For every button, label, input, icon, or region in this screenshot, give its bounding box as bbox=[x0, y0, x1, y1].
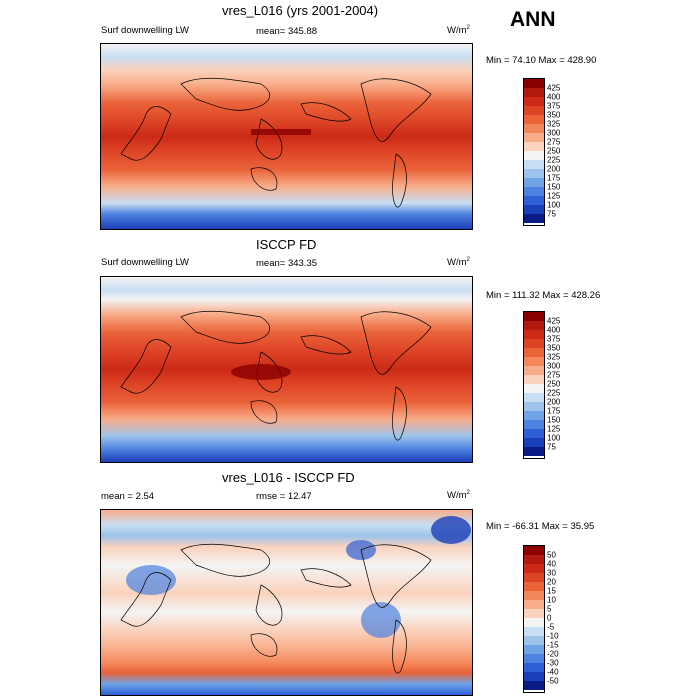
panel1-tick: 400 bbox=[547, 92, 561, 102]
panel3-rmse-label: rmse = 12.47 bbox=[256, 491, 312, 502]
panel1-coastlines bbox=[120, 77, 432, 208]
panel2-coastlines bbox=[120, 310, 432, 441]
panel3-map bbox=[100, 509, 473, 696]
panel2-tick: 150 bbox=[547, 415, 561, 425]
panel1-tick: 100 bbox=[547, 200, 561, 210]
panel1-tick: 175 bbox=[547, 173, 561, 183]
panel1-title: vres_L016 (yrs 2001-2004) bbox=[222, 3, 379, 18]
panel1-tick: 350 bbox=[547, 110, 561, 120]
panel1-tick: 325 bbox=[547, 119, 561, 129]
panel2-tick: 325 bbox=[547, 352, 561, 362]
panel2-variable-label: Surf downwelling LW bbox=[101, 257, 190, 268]
panel1-tick: 150 bbox=[547, 182, 561, 192]
panel2-mean-label: mean= 343.35 bbox=[256, 258, 318, 269]
panel3-tick: -50 bbox=[547, 676, 559, 686]
panel2-minmax: Min = 111.32 Max = 428.26 bbox=[486, 290, 601, 301]
panel3-tick: 0 bbox=[547, 613, 552, 623]
panel3-units: W/m2 bbox=[447, 490, 470, 502]
panel3-tick: 10 bbox=[547, 595, 556, 605]
panel3-tick: -15 bbox=[547, 640, 559, 650]
panel2-tick: 175 bbox=[547, 406, 561, 416]
panel1-mean-label: mean= 345.88 bbox=[256, 26, 318, 37]
panel3-tick: 50 bbox=[547, 550, 556, 560]
panel1-tick: 125 bbox=[547, 191, 561, 201]
panel1-units: W/m2 bbox=[447, 25, 470, 37]
panel3-tick: -20 bbox=[547, 649, 559, 659]
panel2-tick: 375 bbox=[547, 334, 561, 344]
panel2-tick: 425 bbox=[547, 316, 561, 326]
panel3-title: vres_L016 - ISCCP FD bbox=[222, 470, 355, 485]
panel1-tick: 300 bbox=[547, 128, 561, 138]
panel3-minmax: Min = -66.31 Max = 35.95 bbox=[486, 521, 595, 532]
panel2-tick: 350 bbox=[547, 343, 561, 353]
panel1-tick: 75 bbox=[547, 209, 556, 219]
panel1-colorbar bbox=[523, 78, 545, 226]
panel2-title: ISCCP FD bbox=[256, 237, 317, 252]
panel2-tick: 100 bbox=[547, 433, 561, 443]
season-label: ANN bbox=[510, 8, 556, 31]
panel3-tick: 40 bbox=[547, 559, 556, 569]
panel2-tick: 200 bbox=[547, 397, 561, 407]
panel2-map bbox=[100, 276, 473, 463]
panel3-mean-label: mean = 2.54 bbox=[101, 491, 155, 502]
panel2-tick: 75 bbox=[547, 442, 556, 452]
panel1-tick: 375 bbox=[547, 101, 561, 111]
panel3-tick: -40 bbox=[547, 667, 559, 677]
panel1-variable-label: Surf downwelling LW bbox=[101, 25, 190, 36]
panel1-map bbox=[100, 43, 473, 230]
panel2-tick: 125 bbox=[547, 424, 561, 434]
panel1-tick: 250 bbox=[547, 146, 561, 156]
panel1-tick: 225 bbox=[547, 155, 561, 165]
panel3-tick: -10 bbox=[547, 631, 559, 641]
panel2-tick: 400 bbox=[547, 325, 561, 335]
panel3-tick: 15 bbox=[547, 586, 556, 596]
panel2-units: W/m2 bbox=[447, 257, 470, 269]
panel1-minmax: Min = 74.10 Max = 428.90 bbox=[486, 55, 597, 66]
panel3-tick: -5 bbox=[547, 622, 555, 632]
panel1-tick: 200 bbox=[547, 164, 561, 174]
panel2-tick: 250 bbox=[547, 379, 561, 389]
panel2-colorbar bbox=[523, 311, 545, 459]
panel2-tick: 225 bbox=[547, 388, 561, 398]
panel3-tick: 5 bbox=[547, 604, 552, 614]
panel3-tick: 20 bbox=[547, 577, 556, 587]
panel2-tick: 275 bbox=[547, 370, 561, 380]
panel1-tick: 275 bbox=[547, 137, 561, 147]
panel3-colorbar bbox=[523, 545, 545, 693]
panel3-tick: -30 bbox=[547, 658, 559, 668]
panel3-coastlines bbox=[120, 516, 471, 674]
panel3-tick: 30 bbox=[547, 568, 556, 578]
panel1-tick: 425 bbox=[547, 83, 561, 93]
panel2-tick: 300 bbox=[547, 361, 561, 371]
